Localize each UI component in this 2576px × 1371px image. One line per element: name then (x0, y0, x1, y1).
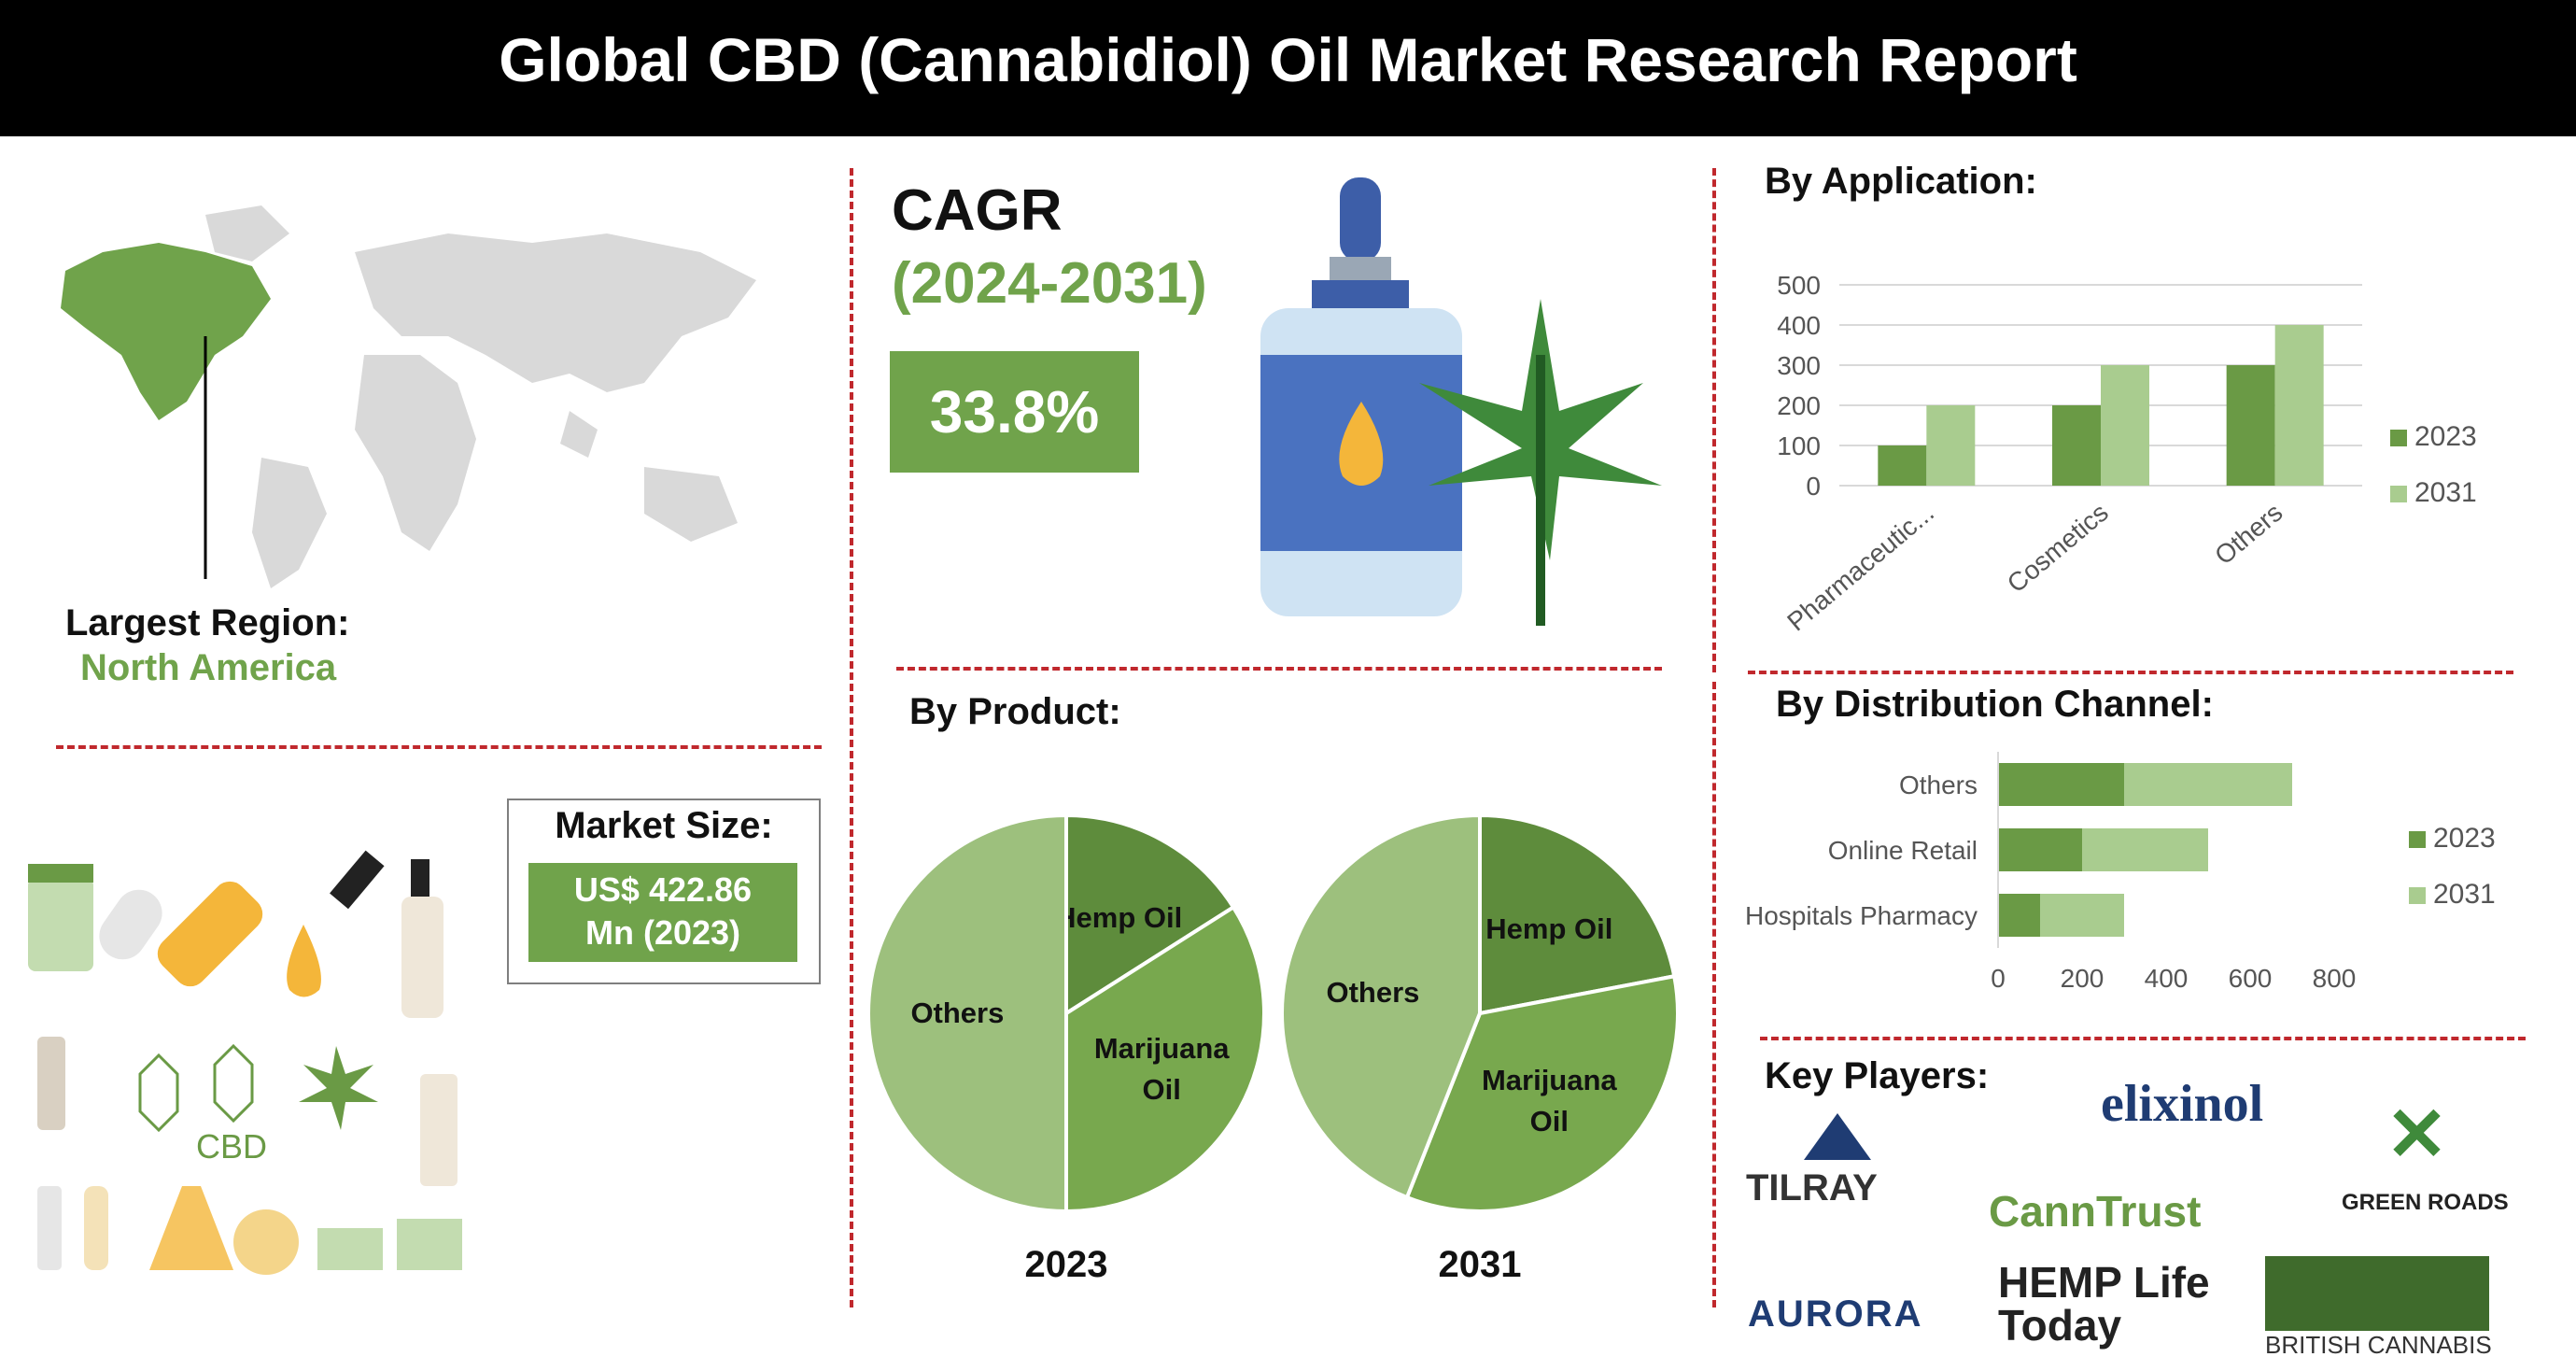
legend-label: 2023 (2433, 823, 2496, 854)
pie-label: Marijuana (1094, 1032, 1230, 1065)
pie-slice (866, 813, 1068, 1214)
legend-label: 2031 (2433, 879, 2496, 910)
svg-text:CBD: CBD (196, 1127, 267, 1166)
market-size-box (507, 799, 821, 984)
market-size-value-line2: Mn (2023) (584, 913, 741, 952)
green-roads-mark-icon: ✕ (2386, 1093, 2449, 1176)
key-players-title: Key Players: (1765, 1055, 1990, 1096)
divider-left-mid (56, 745, 822, 749)
x-tick-label: Pharmaceutic... (1781, 498, 1939, 637)
bar-2031 (1926, 405, 1976, 486)
x-tick-label: Cosmetics (2002, 498, 2114, 599)
bar-2031 (2101, 365, 2149, 486)
british-cannabis-mark-icon (2265, 1256, 2489, 1331)
bar-2023 (2226, 365, 2275, 486)
y-category-label: Others (1899, 770, 1978, 799)
by-distribution-chart: Others Online Retail Hospitals Pharmacy 0 20… (1745, 752, 2496, 993)
pie-slice (1280, 813, 1482, 1200)
divider-center-mid (896, 667, 1662, 671)
cbd-oil-bottle-icon (1260, 177, 1662, 626)
bar-2031 (2040, 894, 2124, 937)
logo-hemp-life-today: HEMP Life Today (1998, 1258, 2210, 1350)
pie-slice (1064, 904, 1266, 1214)
pie-slice (1404, 973, 1680, 1213)
legend-swatch (2409, 887, 2426, 904)
page-title: Global CBD (Cannabidiol) Oil Market Rese… (499, 25, 2077, 94)
y-category-label: Online Retail (1828, 836, 1978, 865)
x-tick-label: Others (2209, 498, 2287, 571)
pie-label: Others (1327, 976, 1420, 1009)
largest-region-label: Largest Region: (65, 602, 350, 643)
world-map (61, 205, 756, 588)
north-america-shape (61, 243, 271, 420)
logo-tilray: TILRAY (1746, 1167, 1878, 1208)
largest-region-value: North America (80, 647, 337, 688)
cbd-products-illustration: CBD (28, 850, 462, 1275)
legend-swatch (2390, 430, 2407, 446)
legend-label: 2023 (2414, 421, 2477, 452)
pie-label: Hemp Oil (1485, 912, 1612, 945)
y-tick-label: 200 (1777, 391, 1821, 420)
bar-2031 (2124, 763, 2292, 806)
bar-2023 (1878, 445, 1927, 486)
y-tick-label: 0 (1806, 472, 1821, 501)
pie-label: Oil (1530, 1105, 1569, 1138)
bar-2023 (1998, 828, 2082, 871)
bar-2023 (1998, 894, 2040, 937)
header-bar (0, 0, 2576, 136)
divider-right-low (1760, 1037, 2526, 1040)
pie-label: Hemp Oil (1055, 901, 1182, 934)
bar-2031 (2082, 828, 2208, 871)
divider-right-mid (1748, 671, 2513, 674)
y-category-label: Hospitals Pharmacy (1745, 901, 1978, 930)
x-tick-label: 200 (2061, 964, 2104, 993)
divider-right-lower (1712, 682, 1716, 1307)
by-application-chart: 0 100 200 300 400 500 Pharmaceutic... Cosmetics… (1777, 271, 2477, 637)
pie-label: Marijuana (1482, 1064, 1617, 1096)
pie-year-label: 2023 (1025, 1244, 1108, 1285)
logo-green-roads: GREEN ROADS (2342, 1190, 2509, 1215)
divider-right-upper (1712, 168, 1716, 672)
by-product-title: By Product: (909, 691, 1121, 732)
cagr-value: 33.8% (890, 351, 1139, 473)
y-tick-label: 400 (1777, 311, 1821, 340)
x-tick-label: 400 (2145, 964, 2189, 993)
divider-left (850, 168, 853, 1307)
bar-2023 (2052, 405, 2101, 486)
pie-slice (1478, 813, 1677, 1016)
market-size-value-box: US$ 422.86 Mn (2023) (528, 863, 797, 962)
cagr-label: CAGR (892, 178, 1063, 243)
legend-label: 2031 (2414, 477, 2477, 508)
logo-british-cannabis: BRITISH CANNABIS (2265, 1331, 2492, 1359)
y-tick-label: 300 (1777, 351, 1821, 380)
pie-slice (1064, 813, 1236, 1017)
pie-label: Others (910, 996, 1004, 1029)
x-tick-label: 800 (2313, 964, 2357, 993)
bar-2031 (2274, 325, 2324, 486)
tilray-mark-icon (1804, 1113, 1871, 1160)
bar-2023 (1998, 763, 2124, 806)
pie-year-label: 2031 (1439, 1244, 1522, 1285)
by-distribution-title: By Distribution Channel: (1776, 684, 2214, 725)
market-size-value-line1: US$ 422.86 (573, 870, 753, 909)
x-tick-label: 0 (1991, 964, 2006, 993)
market-size-label: Market Size: (555, 805, 773, 846)
y-tick-label: 100 (1777, 431, 1821, 460)
pie-label: Oil (1143, 1073, 1181, 1106)
logo-elixinol: elixinol (2101, 1075, 2264, 1133)
legend-swatch (2409, 831, 2426, 848)
cagr-period: (2024-2031) (892, 251, 1207, 316)
y-tick-label: 500 (1777, 271, 1821, 300)
logo-canntrust: CannTrust (1989, 1187, 2202, 1236)
legend-swatch (2390, 486, 2407, 502)
by-application-title: By Application: (1765, 161, 2037, 202)
x-tick-label: 600 (2229, 964, 2273, 993)
logo-aurora: AURORA (1748, 1293, 1923, 1335)
by-product-pies: Hemp Oil Marijuana Oil Others 2023 Hemp Oil Ma… (866, 813, 1680, 1285)
